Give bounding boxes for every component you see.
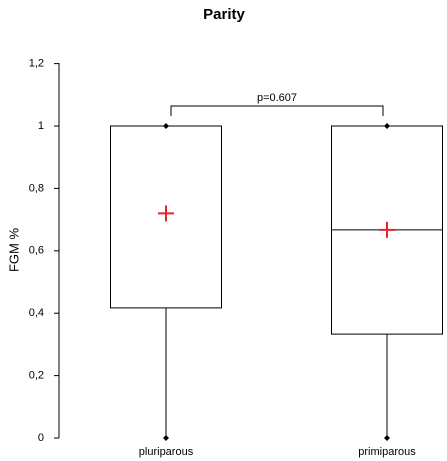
- mean-marker: [158, 205, 174, 222]
- y-tick-label: 0,2: [29, 370, 44, 382]
- y-tick-label: 0: [38, 432, 44, 444]
- chart-title: Parity: [203, 6, 245, 23]
- min-marker: [163, 435, 169, 441]
- x-tick-label: pluriparous: [139, 446, 194, 458]
- y-tick-label: 0,8: [29, 182, 44, 194]
- mean-marker: [379, 221, 395, 238]
- y-tick-label: 0,6: [29, 245, 44, 257]
- y-tick-label: 1: [38, 120, 44, 132]
- min-marker: [384, 435, 390, 441]
- y-tick-label: 0,4: [29, 307, 44, 319]
- significance-bracket: [170, 105, 384, 116]
- y-tick-label: 1,2: [29, 58, 44, 70]
- max-marker: [384, 123, 390, 129]
- y-axis-label: FGM %: [6, 228, 21, 272]
- x-tick-label: primiparous: [358, 446, 416, 458]
- max-marker: [163, 123, 169, 129]
- annotation: p=0.607: [257, 92, 297, 104]
